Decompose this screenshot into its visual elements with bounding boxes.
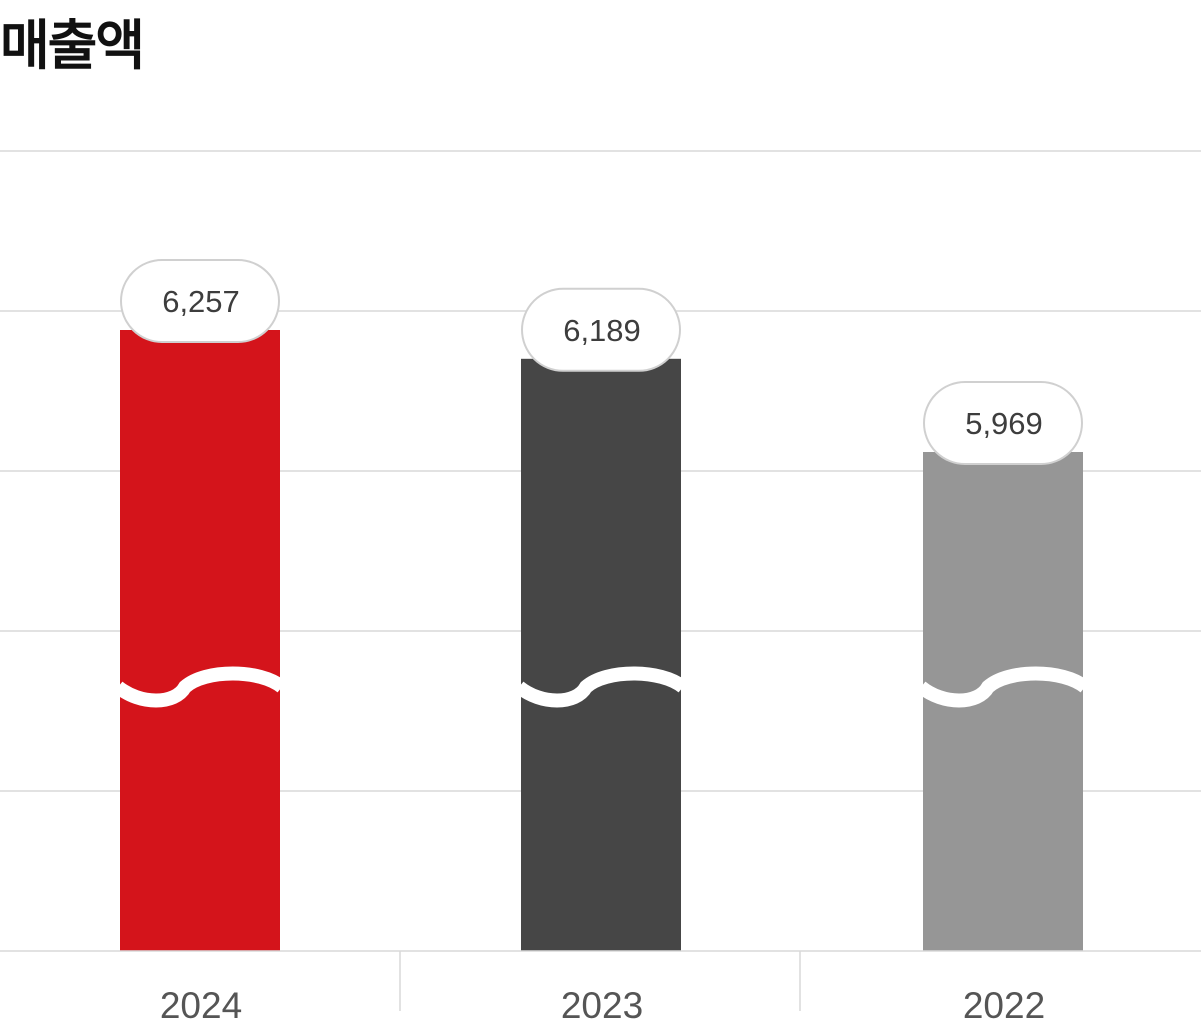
axis-break-2022	[916, 666, 1090, 708]
value-label-pill	[120, 259, 280, 343]
value-label-text: 6,189	[563, 313, 641, 348]
value-label-pill	[923, 381, 1083, 465]
axis-break-2023	[514, 666, 688, 708]
page-title: 매출액	[0, 14, 145, 77]
value-labels: 6,257 6,189 5,969	[120, 259, 1083, 465]
axis-break-2024	[113, 666, 287, 708]
x-tick-2024: 2024	[160, 985, 242, 1026]
value-label-pill	[521, 287, 681, 372]
x-tick-2023: 2023	[561, 985, 643, 1026]
x-tick-2022: 2022	[963, 985, 1045, 1026]
x-axis: 2024 2023 2022	[0, 950, 1201, 1026]
value-label-2024: 6,257	[120, 259, 280, 343]
bars	[120, 330, 1083, 951]
value-label-text: 6,257	[162, 284, 240, 319]
bar-2024	[120, 330, 280, 951]
bar-2023	[521, 358, 681, 951]
axis-break-marks	[113, 666, 1090, 708]
value-label-text: 5,969	[965, 406, 1043, 441]
value-label-2022: 5,969	[923, 381, 1083, 465]
value-label-2023: 6,189	[521, 287, 681, 372]
